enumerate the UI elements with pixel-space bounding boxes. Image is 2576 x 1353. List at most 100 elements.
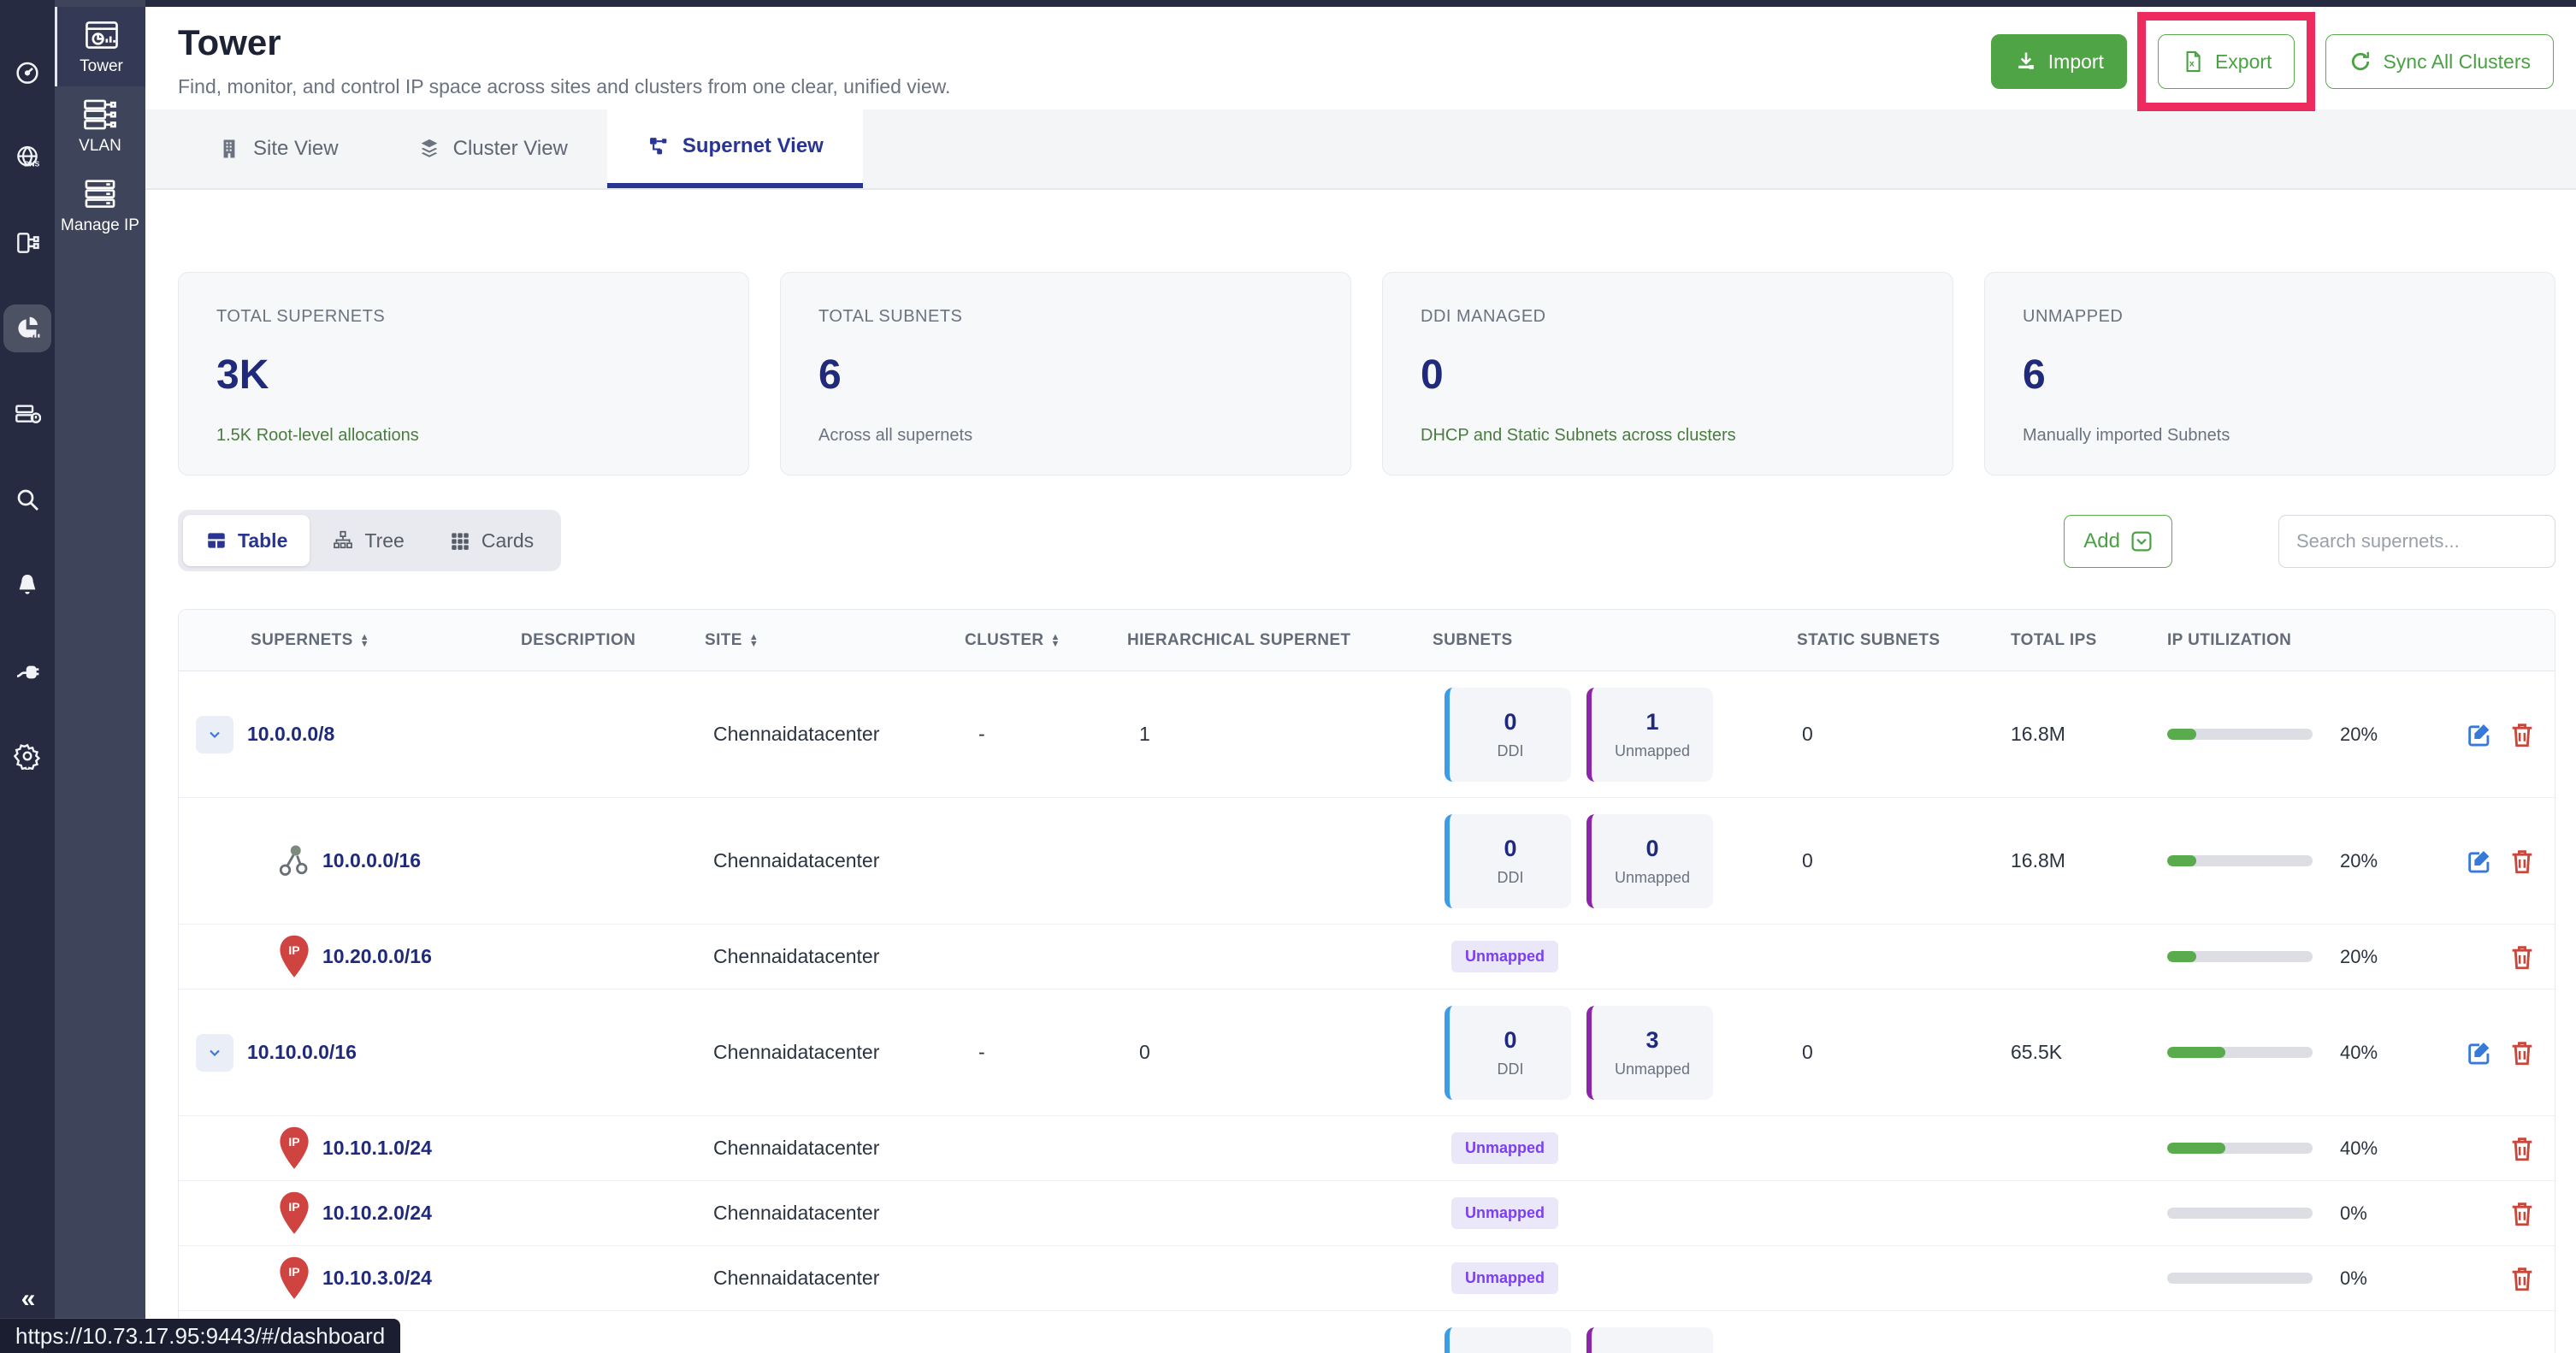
delete-button[interactable] bbox=[2507, 1198, 2538, 1229]
stat-subtext: Across all supernets bbox=[818, 426, 973, 445]
page-title: Tower bbox=[178, 22, 281, 62]
edit-button[interactable] bbox=[2464, 1037, 2495, 1068]
toggle-label: Table bbox=[238, 529, 288, 552]
delete-button[interactable] bbox=[2507, 1263, 2538, 1294]
trash-icon bbox=[2512, 723, 2532, 747]
site-cell: Chennaidatacenter bbox=[713, 1202, 880, 1224]
import-button[interactable]: Import bbox=[1990, 34, 2127, 89]
unmapped-badge: Unmapped bbox=[1451, 1197, 1559, 1229]
col-static-subnets: STATIC SUBNETS bbox=[1797, 630, 1941, 649]
server-alert-icon[interactable] bbox=[12, 399, 43, 429]
stat-value: 3K bbox=[216, 352, 269, 398]
supernet-link[interactable]: 10.20.0.0/16 bbox=[322, 945, 432, 967]
svg-text:IP: IP bbox=[288, 1200, 299, 1214]
utilization-percent: 20% bbox=[2340, 723, 2378, 745]
cluster-cell: - bbox=[978, 1041, 985, 1063]
ip-pin-icon: IP bbox=[276, 1257, 312, 1299]
site-cell: Chennaidatacenter bbox=[713, 945, 880, 967]
svg-text:IP: IP bbox=[288, 943, 299, 957]
dns-globe-icon[interactable]: DNS bbox=[12, 142, 43, 173]
dashboard-gauge-icon[interactable] bbox=[12, 56, 43, 87]
site-cell: Chennaidatacenter bbox=[713, 1137, 880, 1159]
utilization-bar bbox=[2167, 951, 2313, 962]
static-subnets-cell: 0 bbox=[1802, 849, 1813, 871]
subnav-item-tower[interactable]: Tower bbox=[55, 7, 145, 86]
supernets-table: SUPERNETS ▲ ▼ DESCRIPTION SITE ▲ ▼ CLUSTER ▲ ▼… bbox=[178, 609, 2555, 1353]
supernet-link[interactable]: 10.10.3.0/24 bbox=[322, 1267, 432, 1289]
delete-button[interactable] bbox=[2507, 1133, 2538, 1164]
tab-site-view[interactable]: Site View bbox=[178, 109, 378, 188]
subnav-item-manage-ip[interactable]: Manage IP bbox=[55, 166, 145, 245]
vlan-icon bbox=[84, 99, 116, 130]
subnav-label: VLAN bbox=[79, 136, 121, 155]
site-cell: Chennaidatacenter bbox=[713, 849, 880, 871]
plug-icon[interactable] bbox=[12, 655, 43, 686]
delete-button[interactable] bbox=[2507, 846, 2538, 877]
sync-label: Sync All Clusters bbox=[2383, 50, 2531, 73]
stat-subtext: Manually imported Subnets bbox=[2023, 426, 2230, 445]
supernet-link[interactable]: 10.10.1.0/24 bbox=[322, 1137, 432, 1159]
toggle-cards-view[interactable]: Cards bbox=[427, 515, 556, 566]
utilization-cell: 20% bbox=[2167, 946, 2419, 968]
sync-all-clusters-button[interactable]: Sync All Clusters bbox=[2325, 34, 2554, 89]
toggle-table-view[interactable]: Table bbox=[183, 515, 310, 566]
subnets-cell: 0 DDI 3 Unmapped bbox=[1433, 1005, 1797, 1100]
table-controls: Table Tree Cards Add bbox=[178, 510, 2555, 571]
tab-cluster-view[interactable]: Cluster View bbox=[378, 109, 607, 188]
gear-wrench-icon[interactable] bbox=[12, 741, 43, 771]
delete-button[interactable] bbox=[2507, 942, 2538, 972]
utilization-percent: 20% bbox=[2340, 849, 2378, 871]
sort-icon[interactable]: ▲ ▼ bbox=[359, 631, 370, 649]
edit-pencil-icon bbox=[2468, 850, 2490, 872]
utilization-percent: 40% bbox=[2340, 1041, 2378, 1063]
sort-icon[interactable]: ▲ ▼ bbox=[748, 631, 759, 649]
delete-button[interactable] bbox=[2507, 719, 2538, 750]
utilization-bar bbox=[2167, 1273, 2313, 1284]
page-subtitle: Find, monitor, and control IP space acro… bbox=[178, 75, 951, 97]
add-supernet-button[interactable]: Add bbox=[2064, 515, 2172, 568]
toggle-tree-view[interactable]: Tree bbox=[310, 515, 426, 566]
unmapped-badge: Unmapped bbox=[1451, 1262, 1559, 1294]
trash-icon bbox=[2512, 1137, 2532, 1161]
tab-supernet-view[interactable]: Supernet View bbox=[606, 109, 863, 188]
bell-icon[interactable] bbox=[12, 570, 43, 600]
expand-row-button[interactable] bbox=[196, 715, 233, 753]
utilization-percent: 0% bbox=[2340, 1267, 2367, 1289]
stat-value: 6 bbox=[2023, 352, 2046, 398]
search-audit-icon[interactable] bbox=[12, 484, 43, 515]
pie-chart-icon[interactable] bbox=[3, 304, 51, 352]
unmapped-count-box: 0 Unmapped bbox=[1586, 813, 1713, 908]
site-cell: Chennaidatacenter bbox=[713, 1041, 880, 1063]
col-site[interactable]: SITE ▲ ▼ bbox=[705, 630, 759, 649]
expand-row-button[interactable] bbox=[196, 1033, 233, 1072]
stat-value: 0 bbox=[1421, 352, 1444, 398]
edit-button[interactable] bbox=[2464, 846, 2495, 877]
trash-icon bbox=[2512, 1267, 2532, 1291]
supernet-link[interactable]: 10.10.0.0/16 bbox=[247, 1041, 357, 1063]
delete-button[interactable] bbox=[2507, 1037, 2538, 1068]
col-supernets[interactable]: SUPERNETS ▲ ▼ bbox=[251, 630, 370, 649]
sidebar-collapse-button[interactable]: « bbox=[21, 1285, 36, 1313]
search-supernets-input[interactable] bbox=[2278, 515, 2555, 568]
export-file-icon: x bbox=[2186, 50, 2201, 73]
chevron-down-icon bbox=[210, 731, 220, 738]
host-links-icon[interactable] bbox=[12, 227, 43, 258]
edit-button[interactable] bbox=[2464, 719, 2495, 750]
export-button[interactable]: x Export bbox=[2157, 34, 2295, 89]
trash-icon bbox=[2512, 1041, 2532, 1065]
supernet-link[interactable]: 10.0.0.0/16 bbox=[322, 849, 422, 871]
supernet-link[interactable]: 10.0.0.0/8 bbox=[247, 723, 335, 745]
trash-icon bbox=[2512, 945, 2532, 969]
subnav-item-vlan[interactable]: VLAN bbox=[55, 86, 145, 166]
supernet-link[interactable]: 10.10.2.0/24 bbox=[322, 1202, 432, 1224]
col-ip-utilization: IP UTILIZATION bbox=[2167, 630, 2292, 649]
col-cluster[interactable]: CLUSTER ▲ ▼ bbox=[965, 630, 1061, 649]
sort-icon[interactable]: ▲ ▼ bbox=[1050, 631, 1061, 649]
top-window-strip bbox=[0, 0, 2576, 7]
stat-card-total-supernets: TOTAL SUPERNETS 3K 1.5K Root-level alloc… bbox=[178, 272, 749, 476]
network-node-icon bbox=[276, 842, 312, 881]
